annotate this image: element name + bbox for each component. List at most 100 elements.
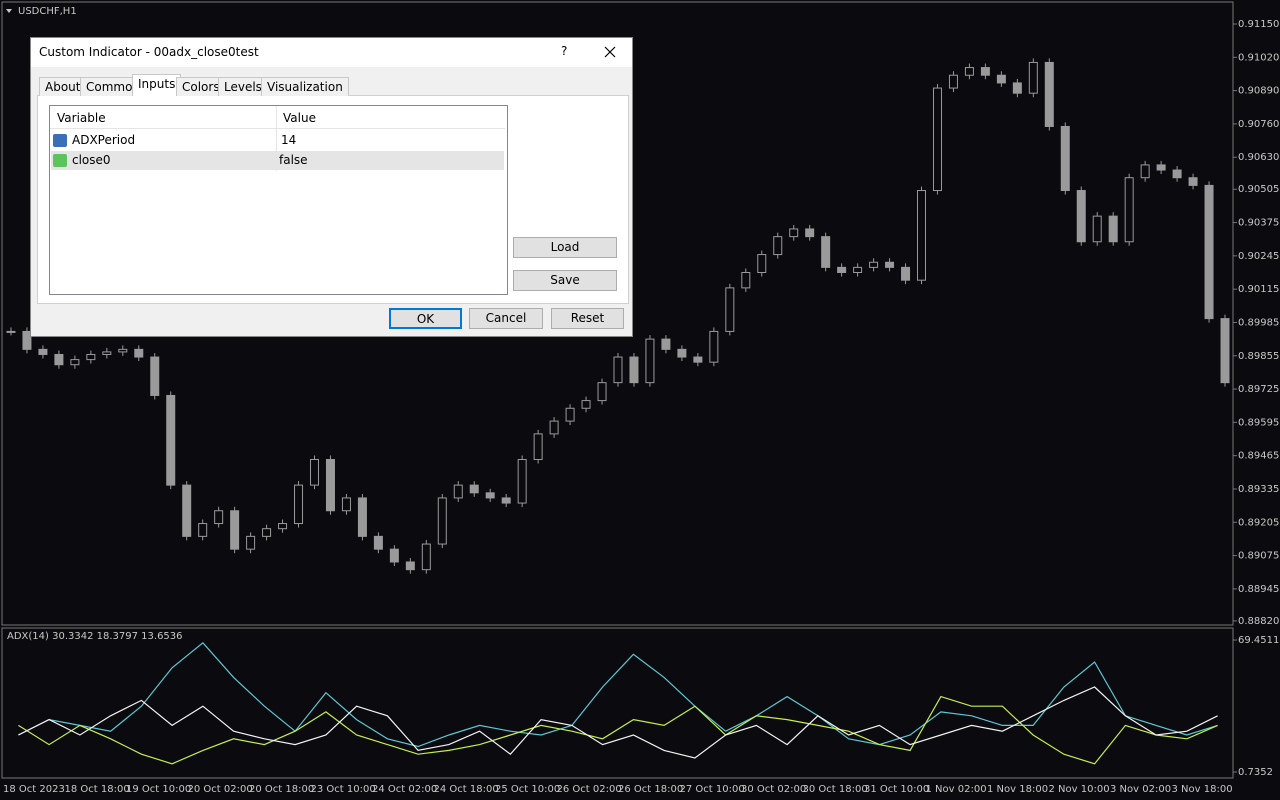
candle bbox=[1012, 82, 1022, 94]
candle bbox=[581, 400, 591, 409]
ok-button[interactable]: OK bbox=[389, 308, 462, 329]
y-tick-label: 0.90505 bbox=[1238, 184, 1279, 195]
indicator-frame bbox=[1, 627, 1234, 779]
cell[interactable]: 14 bbox=[281, 133, 297, 147]
candle bbox=[262, 528, 272, 537]
help-button[interactable]: ? bbox=[561, 44, 568, 58]
candle bbox=[773, 236, 783, 256]
tab[interactable]: Colors bbox=[176, 77, 226, 96]
candle bbox=[437, 497, 447, 545]
y-tick-label: 0.89335 bbox=[1238, 484, 1279, 495]
x-tick-label: 3 Nov 18:00 bbox=[1172, 784, 1233, 795]
load-button[interactable]: Load bbox=[513, 237, 617, 258]
x-tick-label: 30 Oct 18:00 bbox=[803, 784, 868, 795]
tab[interactable]: About bbox=[39, 77, 87, 96]
cell[interactable]: false bbox=[279, 153, 308, 167]
indicator-line bbox=[18, 695, 1218, 765]
table-header bbox=[50, 106, 505, 129]
int-icon bbox=[53, 134, 67, 147]
reset-button[interactable]: Reset bbox=[551, 308, 624, 329]
candle bbox=[1140, 164, 1150, 179]
candle bbox=[565, 407, 575, 422]
indicator-line bbox=[18, 641, 1218, 748]
candle bbox=[102, 351, 112, 355]
indicator-line bbox=[18, 686, 1218, 759]
candle bbox=[996, 74, 1006, 84]
candle bbox=[1156, 164, 1166, 171]
y-tick-label: 0.89075 bbox=[1238, 551, 1279, 562]
y-tick-label: 0.90375 bbox=[1238, 218, 1279, 229]
candle bbox=[485, 492, 495, 499]
y-tick-label: 0.90630 bbox=[1238, 152, 1279, 163]
candle bbox=[1076, 190, 1086, 243]
x-tick-label: 26 Oct 18:00 bbox=[618, 784, 683, 795]
x-tick-label: 18 Oct 2023 bbox=[3, 784, 65, 795]
column-divider bbox=[276, 106, 277, 171]
candle bbox=[86, 353, 96, 361]
x-tick-label: 25 Oct 10:00 bbox=[495, 784, 560, 795]
tab[interactable]: Visualization bbox=[261, 77, 349, 96]
candle bbox=[725, 287, 735, 332]
candle bbox=[501, 497, 511, 504]
y-tick-label: 0.91150 bbox=[1238, 19, 1279, 30]
candle bbox=[1092, 215, 1102, 243]
candle bbox=[54, 353, 64, 366]
candle bbox=[693, 356, 703, 363]
candle bbox=[677, 348, 687, 358]
symbol-label: USDCHF,H1 bbox=[18, 6, 77, 17]
candle bbox=[1204, 184, 1214, 320]
close-button[interactable] bbox=[604, 46, 616, 58]
candle bbox=[517, 459, 527, 504]
candle bbox=[309, 459, 319, 486]
tab[interactable]: Common bbox=[80, 77, 147, 96]
y-tick-label: 0.88945 bbox=[1238, 584, 1279, 595]
candle bbox=[757, 254, 767, 273]
y-tick-label: 0.89465 bbox=[1238, 451, 1279, 462]
candle bbox=[166, 394, 176, 486]
candle bbox=[885, 261, 895, 268]
y-tick-label: 0.89725 bbox=[1238, 384, 1279, 395]
x-tick-label: 26 Oct 02:00 bbox=[557, 784, 622, 795]
candle bbox=[1108, 215, 1118, 243]
symbol-arrow[interactable] bbox=[6, 9, 12, 13]
header-cell: Value bbox=[283, 111, 316, 125]
cell[interactable]: close0 bbox=[72, 153, 111, 167]
price-frame bbox=[1, 1, 1234, 626]
candle bbox=[357, 497, 367, 537]
candle bbox=[741, 271, 751, 289]
cell[interactable]: ADXPeriod bbox=[72, 133, 136, 147]
candle bbox=[341, 497, 351, 512]
x-tick-label: 2 Nov 10:00 bbox=[1049, 784, 1110, 795]
candle bbox=[214, 510, 224, 525]
x-tick-label: 24 Oct 18:00 bbox=[434, 784, 499, 795]
candle bbox=[70, 359, 80, 366]
candle bbox=[6, 330, 16, 333]
y-tick-label: 0.7352 bbox=[1238, 767, 1273, 778]
y-tick-label: 0.89985 bbox=[1238, 317, 1279, 328]
candle bbox=[805, 228, 815, 238]
candle bbox=[278, 523, 288, 530]
x-tick-label: 18 Oct 18:00 bbox=[65, 784, 130, 795]
y-tick-label: 69.4511 bbox=[1238, 635, 1279, 646]
x-tick-label: 20 Oct 18:00 bbox=[249, 784, 314, 795]
x-tick-label: 27 Oct 10:00 bbox=[680, 784, 745, 795]
candle bbox=[821, 236, 831, 268]
y-tick-label: 0.90890 bbox=[1238, 86, 1279, 97]
save-button[interactable]: Save bbox=[513, 270, 617, 291]
candle bbox=[597, 382, 607, 402]
candle bbox=[613, 356, 623, 384]
tab-active[interactable]: Inputs bbox=[132, 74, 182, 96]
candle bbox=[246, 535, 256, 550]
candle bbox=[837, 266, 847, 273]
y-tick-label: 0.89855 bbox=[1238, 351, 1279, 362]
candle bbox=[980, 67, 990, 76]
candle bbox=[150, 356, 160, 396]
cancel-button[interactable]: Cancel bbox=[469, 308, 543, 329]
candle bbox=[629, 356, 639, 384]
candle bbox=[948, 74, 958, 89]
dialog: Custom Indicator - 00adx_close0test ? Ab… bbox=[30, 37, 633, 337]
candle bbox=[182, 484, 192, 537]
candle bbox=[373, 535, 383, 550]
candle bbox=[853, 266, 863, 273]
